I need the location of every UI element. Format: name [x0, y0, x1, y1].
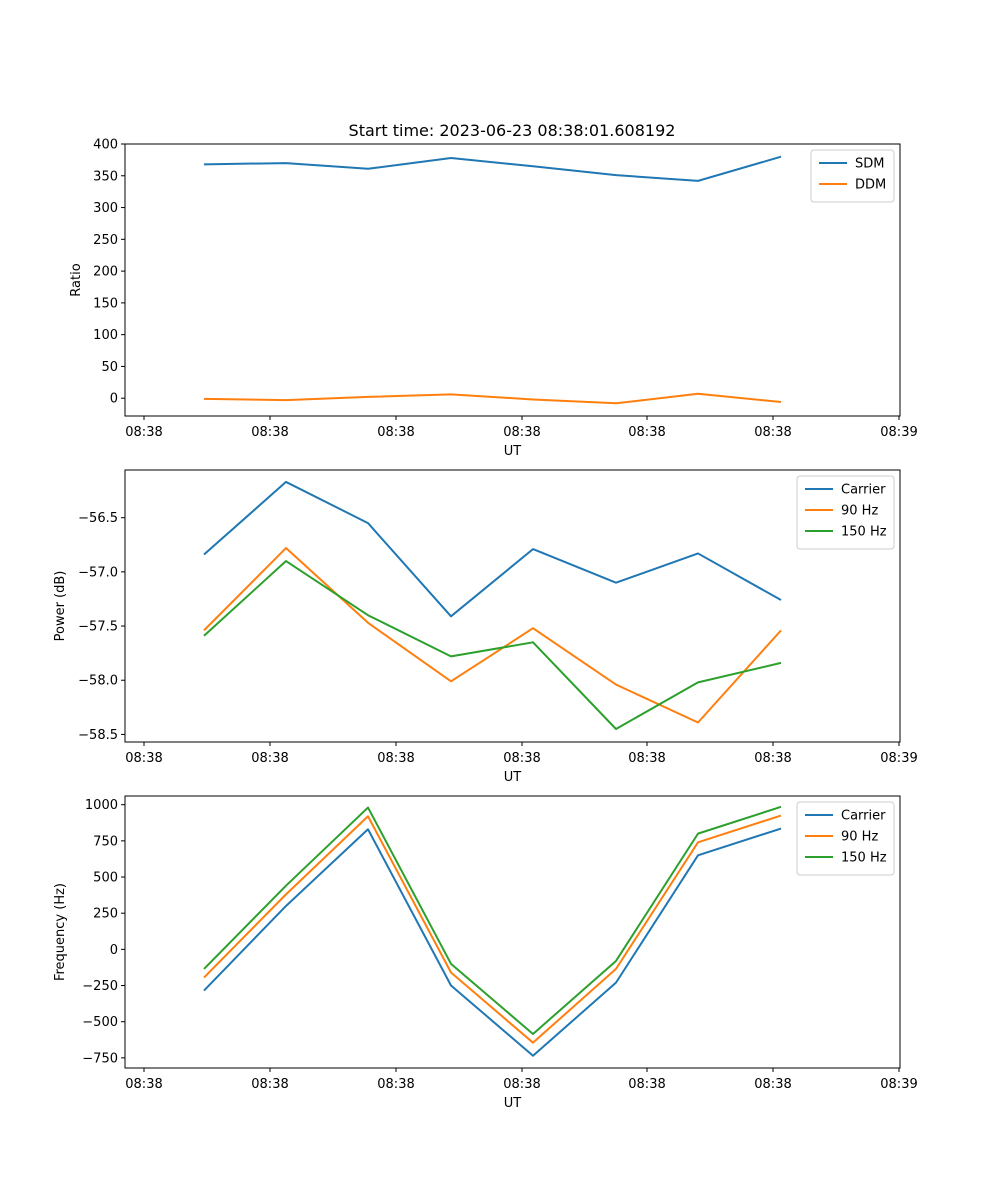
y-tick-label: 750: [93, 834, 118, 849]
y-tick-label: −58.0: [78, 674, 118, 689]
y-tick-label: −57.5: [78, 620, 118, 635]
y-tick-label: 200: [93, 265, 118, 280]
x-tick-label: 08:39: [880, 425, 917, 440]
x-tick-label: 08:38: [251, 425, 288, 440]
axes-frame: [124, 143, 901, 417]
y-axis-label: Power (dB): [53, 571, 68, 642]
x-axis-label: UT: [504, 444, 522, 459]
legend-entry: Carrier: [841, 809, 886, 824]
series-line-ddm: [203, 392, 782, 405]
x-tick-label: 08:38: [251, 1077, 288, 1092]
series-line-sdm: [203, 155, 782, 182]
x-tick-label: 08:39: [880, 751, 917, 766]
y-tick-label: 50: [101, 360, 118, 375]
y-tick-label: −250: [82, 979, 118, 994]
y-tick-label: 1000: [85, 798, 118, 813]
x-axis-label: UT: [504, 770, 522, 785]
y-tick-label: 300: [93, 201, 118, 216]
series-line-carrier: [203, 480, 782, 618]
legend-entry: 90 Hz: [841, 830, 878, 845]
y-axis-label: Ratio: [69, 263, 84, 296]
x-tick-label: 08:38: [754, 425, 791, 440]
x-tick-label: 08:38: [503, 751, 540, 766]
x-tick-label: 08:38: [377, 425, 414, 440]
y-tick-label: 250: [93, 233, 118, 248]
series-line-150-hz: [203, 560, 782, 730]
axes-frame: [124, 469, 901, 743]
series-line-150-hz: [203, 805, 782, 1035]
y-tick-label: 0: [110, 943, 118, 958]
charts: 0 50 100 150 200 250 300 350 400 08:38 08:38 08:38 0…: [53, 138, 918, 1112]
legend-entry: Carrier: [841, 483, 886, 498]
y-tick-label: −56.5: [78, 511, 118, 526]
y-tick-label: 100: [93, 328, 118, 343]
x-tick-label: 08:38: [628, 751, 665, 766]
chart-panel-2: −58.5 −58.0 −57.5 −57.0 −56.5 08:38 08:38 08:38…: [53, 469, 918, 785]
series-line-90-hz: [203, 814, 782, 1044]
x-tick-label: 08:38: [754, 751, 791, 766]
x-tick-label: 08:38: [754, 1077, 791, 1092]
y-tick-label: 350: [93, 169, 118, 184]
y-tick-label: −500: [82, 1015, 118, 1030]
x-axis-label: UT: [504, 1096, 522, 1111]
x-tick-label: 08:38: [377, 1077, 414, 1092]
y-tick-label: −57.0: [78, 565, 118, 580]
chart-panel-3: −750 −500 −250 0 250 500 750 1000 08:38 08:38 08:3…: [53, 795, 918, 1111]
y-tick-label: 400: [93, 138, 118, 153]
x-tick-label: 08:38: [125, 751, 162, 766]
legend-entry: 90 Hz: [841, 504, 878, 519]
y-tick-label: 150: [93, 296, 118, 311]
x-tick-label: 08:38: [377, 751, 414, 766]
y-tick-label: 500: [93, 871, 118, 886]
x-tick-label: 08:38: [503, 425, 540, 440]
y-tick-label: 0: [110, 392, 118, 407]
legend-entry: SDM: [855, 157, 884, 172]
series-line-carrier: [203, 827, 782, 1057]
y-tick-label: 250: [93, 907, 118, 922]
x-tick-label: 08:38: [125, 1077, 162, 1092]
x-tick-label: 08:38: [503, 1077, 540, 1092]
legend-entry: 150 Hz: [841, 525, 887, 540]
axes-frame: [124, 795, 901, 1069]
y-tick-label: −750: [82, 1051, 118, 1066]
x-tick-label: 08:38: [628, 1077, 665, 1092]
legend-entry: 150 Hz: [841, 851, 887, 866]
x-tick-label: 08:38: [251, 751, 288, 766]
series-line-90-hz: [203, 547, 782, 724]
x-tick-label: 08:38: [125, 425, 162, 440]
x-tick-label: 08:38: [628, 425, 665, 440]
legend-entry: DDM: [855, 178, 886, 193]
y-tick-label: −58.5: [78, 728, 118, 743]
x-tick-label: 08:39: [880, 1077, 917, 1092]
chart-panel-1: 0 50 100 150 200 250 300 350 400 08:38 08:38 08:38 0…: [69, 138, 918, 460]
figure-title: Start time: 2023-06-23 08:38:01.608192: [349, 121, 676, 140]
y-axis-label: Frequency (Hz): [53, 883, 68, 981]
